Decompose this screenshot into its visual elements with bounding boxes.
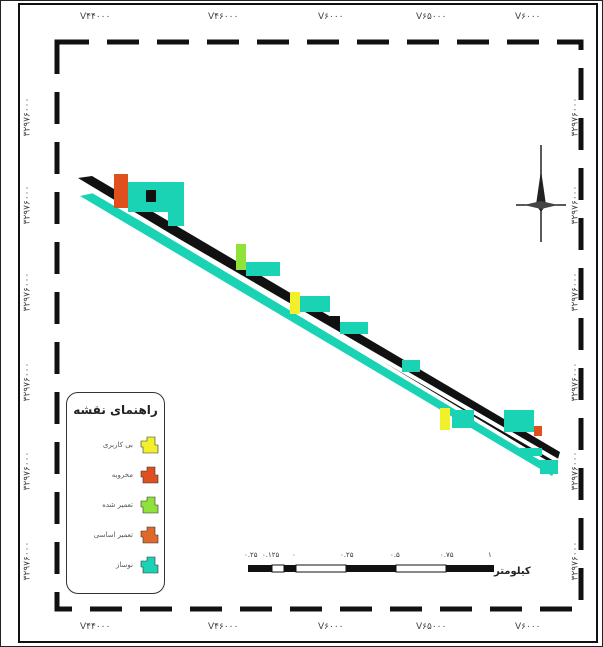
- scale-label: ۰.۷۵: [440, 551, 454, 559]
- top-tick: V۶۰۰۰: [515, 12, 541, 22]
- map-inner-frame: [18, 3, 598, 643]
- bottom-tick: V۶۰۰۰: [318, 622, 344, 632]
- map-legend: راهنمای نقشه بی کاربری مخروبه تعمیر شده …: [66, 392, 165, 594]
- scale-bar: [248, 564, 494, 573]
- legend-item-label: تعمیر شده: [102, 501, 133, 509]
- legend-item: تعمیر اساسی: [73, 525, 159, 549]
- scale-label: ۱: [488, 551, 492, 559]
- north-arrow-icon: [516, 145, 566, 242]
- street-buildings: [78, 174, 560, 476]
- legend-swatch-icon: [140, 556, 159, 574]
- legend-item: تعمیر شده: [73, 495, 159, 519]
- scale-label: ۰.۱۲۵: [262, 551, 280, 559]
- scale-label: ۰: [292, 551, 296, 559]
- bottom-tick: V۴۴۰۰۰: [80, 622, 111, 632]
- scale-label: ۰.۲۵: [244, 551, 258, 559]
- top-tick: V۴۶۰۰۰: [208, 12, 239, 22]
- legend-item-label: مخروبه: [111, 471, 133, 479]
- legend-item: نوساز: [73, 555, 159, 579]
- legend-title: راهنمای نقشه: [73, 403, 158, 417]
- bottom-tick: V۴۶۰۰۰: [208, 622, 239, 632]
- legend-swatch-icon: [140, 496, 159, 514]
- top-tick: V۶۵۰۰۰: [416, 12, 447, 22]
- scale-label: ۰.۲۵: [340, 551, 354, 559]
- legend-swatch-icon: [140, 466, 159, 484]
- top-tick: V۶۰۰۰: [318, 12, 344, 22]
- legend-item-label: تعمیر اساسی: [93, 531, 133, 539]
- bottom-tick: V۶۵۰۰۰: [416, 622, 447, 632]
- scale-unit: کیلومتر: [494, 566, 531, 577]
- legend-item: بی کاربری: [73, 435, 159, 459]
- legend-swatch-icon: [140, 436, 159, 454]
- dashed-neatline: [54, 39, 584, 612]
- legend-swatch-icon: [140, 526, 159, 544]
- legend-item: مخروبه: [73, 465, 159, 489]
- top-tick: V۴۴۰۰۰: [80, 12, 111, 22]
- scale-label: ۰.۵: [390, 551, 400, 559]
- legend-item-label: نوساز: [116, 561, 133, 569]
- bottom-tick: V۶۰۰۰: [515, 622, 541, 632]
- legend-item-label: بی کاربری: [102, 441, 133, 449]
